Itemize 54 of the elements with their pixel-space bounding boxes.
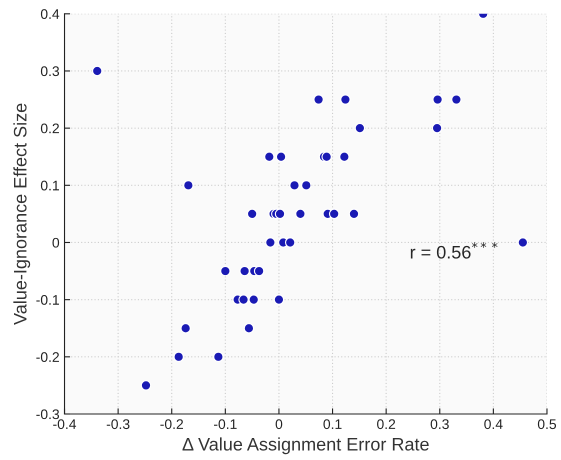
x-tick-label: -0.4 [53,419,76,430]
x-tick-label: 0.5 [538,419,556,430]
point [295,208,306,220]
y-tick-label: -0.3 [36,409,60,420]
x-tick-label: -0.1 [214,419,237,430]
point [183,180,194,191]
y-tick-label: 0.3 [40,66,60,76]
x-tick-label: 0.3 [430,419,449,430]
point [289,180,300,191]
point [432,122,442,134]
point [301,180,312,191]
y-tick-label: 0.1 [40,180,59,190]
y-tick-label: 0.4 [40,9,60,19]
point [173,352,184,362]
y-tick-label: -0.1 [36,294,59,305]
point [354,122,366,134]
point [92,66,102,76]
point [284,237,296,248]
point [274,294,284,305]
point [238,294,249,305]
point [348,208,360,220]
point [328,208,340,220]
x-tick-label: 0.4 [484,419,503,430]
point [180,323,191,334]
x-axis-title: Δ Value Assignment Error Rate [182,437,429,454]
y-tick-label: -0.2 [36,352,59,362]
y-tick-label: 0 [52,238,60,248]
point [340,94,351,105]
point [246,208,258,220]
point [264,152,275,162]
x-tick-label: 0.2 [377,419,396,430]
x-tick-label: 0 [276,419,282,430]
point [313,94,324,105]
x-tick-label: -0.3 [106,419,130,430]
y-axis-title: Value-Ignorance Effect Size [13,104,30,325]
point [254,266,264,276]
point [140,380,152,391]
annotation: r = 0.56$^{***}$ [410,242,498,259]
point [518,237,528,248]
point [274,208,286,220]
point [239,266,250,276]
x-tick-label: 0.1 [323,419,342,430]
point [213,352,224,362]
point [244,323,254,334]
point [265,237,276,248]
x-tick-label: -0.2 [160,419,183,430]
point [321,152,332,162]
y-tick-label: 0.2 [40,123,59,134]
point [248,294,259,305]
point [339,152,350,162]
point [432,94,443,105]
point [451,94,462,105]
point [220,266,231,276]
point [276,152,286,162]
